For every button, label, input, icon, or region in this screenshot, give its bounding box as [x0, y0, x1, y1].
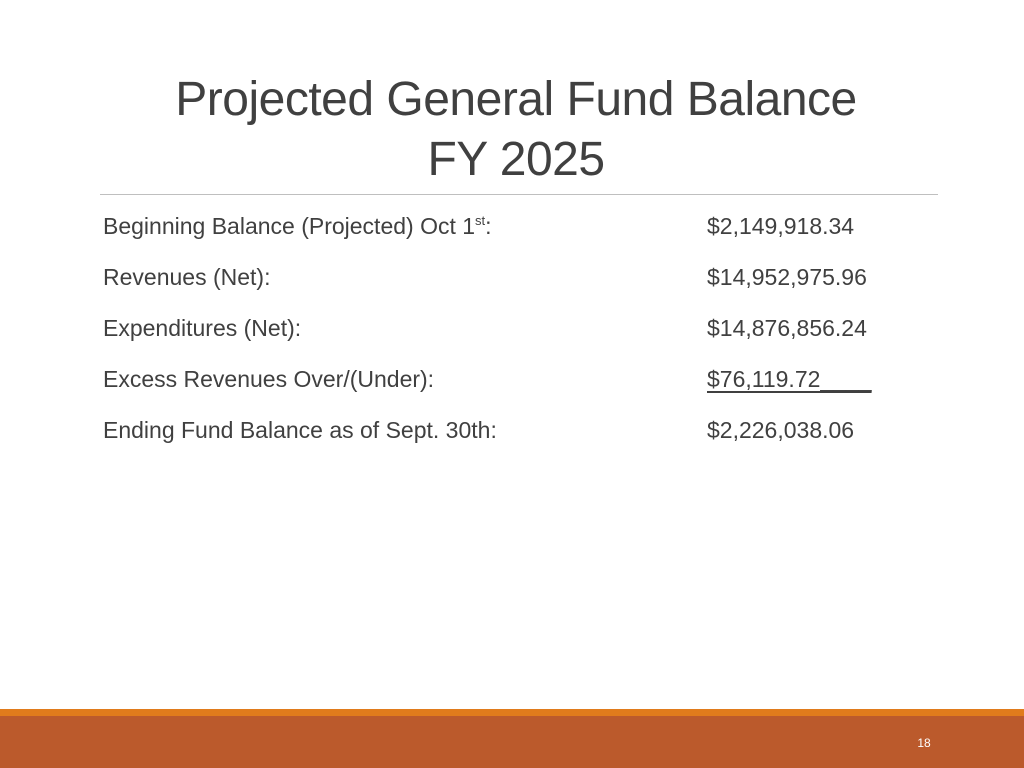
row-label: Beginning Balance (Projected) Oct 1st:	[103, 213, 492, 239]
title-line-1: Projected General Fund Balance	[175, 73, 857, 126]
row-label: Excess Revenues Over/(Under):	[103, 366, 435, 392]
row-beginning-balance: Beginning Balance (Projected) Oct 1st: $…	[103, 204, 923, 255]
slide-title: Projected General Fund Balance FY 2025	[100, 70, 932, 190]
row-revenues: Revenues (Net): $14,952,975.96	[103, 255, 923, 306]
title-divider	[100, 194, 938, 195]
row-excess-revenues: Excess Revenues Over/(Under): $76,119.72…	[103, 357, 923, 408]
title-line-2: FY 2025	[427, 133, 605, 186]
row-value: $14,876,856.24	[707, 315, 867, 341]
row-value: $14,952,975.96	[707, 264, 867, 290]
footer-band	[0, 716, 1024, 768]
footer-accent-stripe	[0, 709, 1024, 716]
row-expenditures: Expenditures (Net): $14,876,856.24	[103, 306, 923, 357]
page-number: 18	[917, 736, 931, 750]
row-value: $2,226,038.06	[707, 417, 855, 443]
row-ending-balance: Ending Fund Balance as of Sept. 30th: $2…	[103, 408, 923, 459]
row-value: $76,119.72____	[707, 366, 872, 392]
row-value: $2,149,918.34	[707, 213, 855, 239]
fund-balance-list: Beginning Balance (Projected) Oct 1st: $…	[103, 204, 923, 459]
row-label: Revenues (Net):	[103, 264, 271, 290]
row-label: Expenditures (Net):	[103, 315, 302, 341]
row-label: Ending Fund Balance as of Sept. 30th:	[103, 417, 497, 443]
